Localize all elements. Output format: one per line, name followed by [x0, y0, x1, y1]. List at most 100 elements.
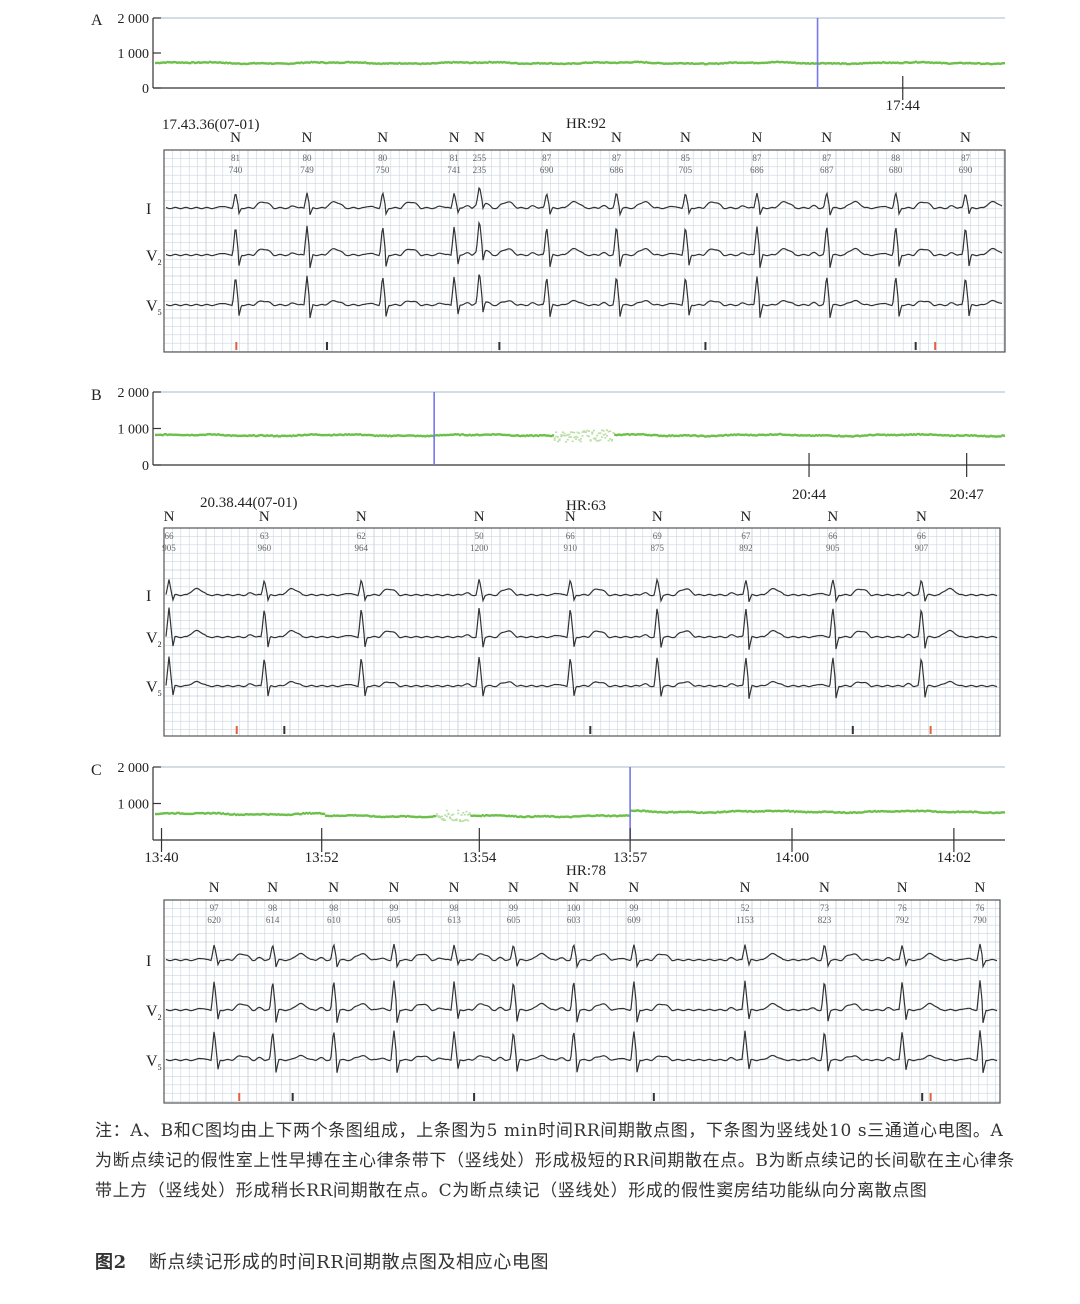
rr-point — [960, 810, 963, 814]
rr-point — [901, 61, 904, 65]
rr-point — [333, 433, 336, 436]
rr-point — [321, 433, 324, 437]
rr-point — [565, 441, 568, 443]
rr-point — [182, 812, 185, 815]
rr-point — [697, 811, 700, 814]
beat-hr-value: 98 — [329, 903, 339, 913]
rr-point — [919, 809, 922, 813]
rr-point — [777, 809, 780, 813]
lead-subscript: 5 — [158, 689, 162, 698]
rr-point — [999, 435, 1002, 438]
rr-point — [627, 814, 630, 817]
rr-point — [601, 814, 604, 817]
rr-point — [416, 62, 419, 65]
rr-point — [690, 434, 693, 437]
rr-point — [805, 434, 808, 437]
rr-point — [396, 62, 399, 65]
rr-point — [418, 62, 421, 65]
rr-point — [385, 434, 388, 437]
beat-rr-value: 892 — [739, 543, 753, 553]
rr-point — [411, 62, 414, 65]
rr-point — [957, 810, 960, 813]
rr-point — [475, 433, 478, 436]
beat-hr-value: 66 — [917, 531, 927, 541]
rr-point — [200, 811, 203, 815]
rr-point — [217, 811, 220, 815]
rr-point — [617, 433, 620, 436]
rr-point — [963, 434, 966, 437]
lead-subscript: 2 — [158, 1013, 162, 1022]
rr-point — [918, 61, 921, 64]
rr-point — [821, 434, 824, 437]
rr-point — [872, 810, 875, 813]
rr-point — [903, 434, 906, 437]
rr-point — [787, 809, 790, 812]
rr-point — [563, 62, 566, 66]
beat-hr-value: 50 — [475, 531, 485, 541]
rr-point — [921, 809, 924, 812]
rr-point — [226, 812, 229, 815]
rr-point — [228, 61, 231, 65]
rr-point — [352, 433, 355, 437]
rr-point — [274, 434, 277, 438]
rr-point — [873, 61, 876, 64]
rr-point — [336, 814, 339, 817]
rr-point — [754, 61, 757, 65]
rr-point — [672, 62, 675, 65]
rr-point — [998, 435, 1001, 438]
rr-point — [619, 433, 622, 436]
rr-point — [458, 819, 461, 821]
rr-point — [444, 814, 447, 816]
lead-subscript: 2 — [158, 640, 162, 649]
rr-point — [924, 433, 927, 436]
rr-point — [182, 61, 185, 65]
rr-point — [473, 814, 476, 817]
rr-point — [418, 434, 421, 438]
rr-point — [623, 814, 626, 817]
rr-point — [918, 432, 921, 436]
rr-point — [391, 815, 394, 818]
rr-point — [256, 62, 259, 65]
rr-point — [439, 61, 442, 64]
rr-point — [847, 811, 850, 815]
rr-point — [287, 813, 290, 816]
rr-point — [579, 438, 582, 440]
rr-point — [901, 433, 904, 436]
rr-point — [609, 437, 612, 440]
rr-point — [400, 814, 403, 818]
rr-point — [576, 62, 579, 65]
rr-point — [895, 434, 898, 437]
figure-label: 图2 — [95, 1252, 127, 1273]
rr-point — [932, 433, 935, 436]
rr-point — [377, 62, 380, 65]
rr-point — [455, 818, 458, 821]
rr-point — [306, 812, 309, 815]
rr-point — [426, 62, 429, 65]
rr-point — [264, 62, 267, 65]
rr-point — [589, 814, 592, 818]
rr-point — [846, 434, 849, 438]
rr-point — [313, 433, 316, 436]
rr-point — [679, 810, 682, 813]
rr-point — [390, 435, 393, 438]
rr-point — [733, 433, 736, 436]
rr-point — [509, 61, 512, 65]
rr-point — [615, 61, 618, 65]
rr-point — [717, 434, 720, 437]
rr-point — [355, 61, 358, 64]
rr-point — [757, 433, 760, 436]
rr-point — [802, 61, 805, 65]
rr-point — [883, 61, 886, 64]
rr-point — [743, 433, 746, 437]
rr-point — [321, 61, 324, 64]
rr-point — [705, 435, 708, 438]
rr-point — [199, 812, 202, 815]
rr-point — [558, 439, 561, 442]
rr-point — [878, 810, 881, 813]
rr-point — [454, 61, 457, 64]
rr-point — [186, 812, 189, 816]
rr-point — [573, 431, 576, 434]
rr-point — [514, 434, 517, 437]
beat-rr-value: 750 — [376, 165, 390, 175]
rr-point — [932, 61, 935, 65]
